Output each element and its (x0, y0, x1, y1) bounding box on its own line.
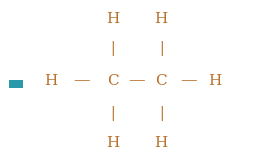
Text: H: H (208, 74, 222, 88)
Text: H: H (45, 74, 58, 88)
Text: |: | (110, 41, 115, 56)
Text: |: | (159, 106, 164, 121)
Text: |: | (110, 106, 115, 121)
Text: |: | (159, 41, 164, 56)
Text: C: C (155, 74, 167, 88)
Text: —: — (129, 73, 145, 89)
Text: H: H (106, 136, 119, 150)
Text: C: C (107, 74, 119, 88)
Text: —: — (74, 73, 90, 89)
Text: —: — (180, 73, 196, 89)
Text: H: H (155, 12, 168, 26)
Text: H: H (155, 136, 168, 150)
Text: H: H (106, 12, 119, 26)
FancyBboxPatch shape (9, 80, 23, 88)
